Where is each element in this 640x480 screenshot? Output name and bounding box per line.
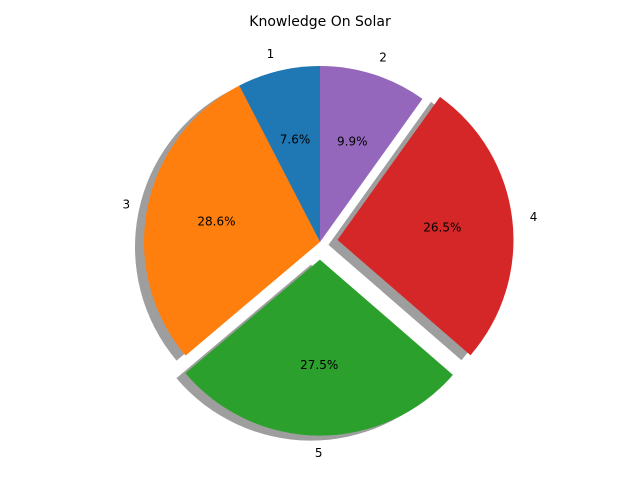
slice-label-4: 4 bbox=[530, 210, 538, 224]
pie-slice-3 bbox=[143, 85, 320, 356]
chart-title: Knowledge On Solar bbox=[249, 14, 391, 30]
slice-percent-1: 7.6% bbox=[280, 132, 311, 146]
label-layer: 1 7.6% 3 28.6% 5 27.5% 4 26.5% 2 9.9% bbox=[122, 47, 537, 460]
slice-label-2: 2 bbox=[379, 51, 387, 65]
slice-percent-5: 27.5% bbox=[300, 358, 338, 372]
pie-slice-4 bbox=[337, 96, 514, 356]
slice-percent-4: 26.5% bbox=[423, 221, 461, 235]
slice-percent-2: 9.9% bbox=[337, 134, 368, 148]
slice-percent-3: 28.6% bbox=[197, 214, 235, 228]
slice-label-5: 5 bbox=[315, 446, 323, 460]
slice-layer bbox=[143, 66, 514, 436]
slice-label-3: 3 bbox=[122, 197, 130, 211]
slice-label-1: 1 bbox=[267, 47, 275, 61]
pie-slice-5 bbox=[185, 259, 453, 436]
pie-slice-1 bbox=[239, 66, 320, 242]
pie-slice-2 bbox=[320, 66, 423, 242]
